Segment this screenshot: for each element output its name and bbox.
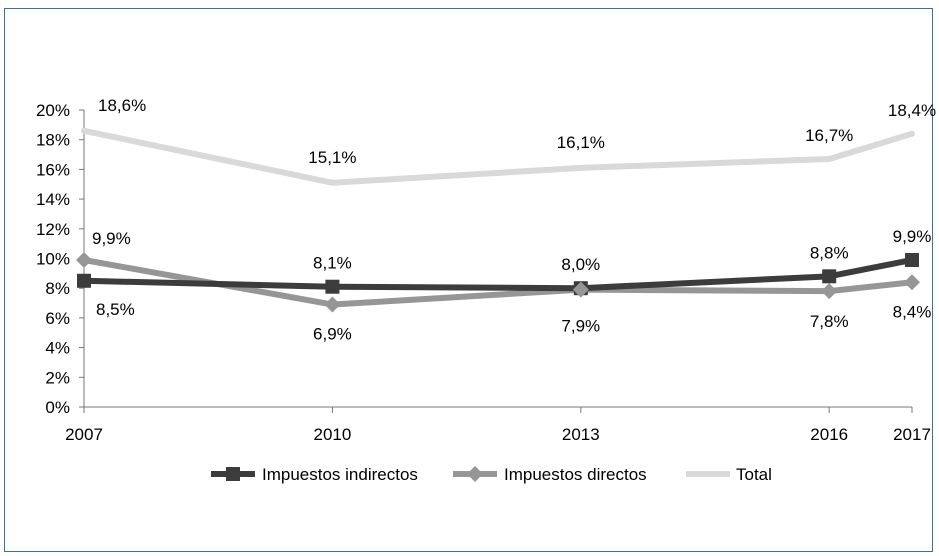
data-label: 9,9%	[893, 227, 932, 246]
marker-square	[325, 279, 340, 294]
series-line-2	[81, 127, 915, 186]
data-label: 9,9%	[92, 229, 131, 248]
y-tick-label: 10%	[36, 250, 70, 269]
x-tick-label: 2010	[313, 425, 351, 444]
series-line-0	[81, 256, 915, 292]
y-tick-label: 8%	[45, 279, 70, 298]
x-tick-label: 2017	[893, 425, 931, 444]
data-label: 16,1%	[557, 133, 605, 152]
y-tick-label: 18%	[36, 131, 70, 150]
legend-label: Impuestos directos	[504, 465, 647, 484]
data-label: 18,4%	[888, 101, 936, 120]
legend: Impuestos indirectos Impuestos directos To…	[211, 465, 772, 484]
marker-diamond	[821, 283, 838, 300]
x-tick-label: 2007	[65, 425, 103, 444]
legend-marker-diamond	[467, 466, 483, 482]
data-label: 6,9%	[313, 325, 352, 344]
data-label: 8,5%	[96, 300, 135, 319]
y-tick-label: 2%	[45, 368, 70, 387]
marker-square	[77, 273, 91, 288]
series-markers	[76, 251, 920, 313]
data-label: 16,7%	[805, 126, 853, 145]
axes: 0% 2% 4% 6% 8% 10% 12% 14% 16% 18% 20% 2007 2010 2013…	[36, 101, 931, 444]
marker-square	[905, 252, 919, 267]
y-tick-label: 16%	[36, 160, 70, 179]
y-tick-label: 6%	[45, 309, 70, 328]
marker-diamond	[76, 251, 92, 268]
legend-label: Impuestos indirectos	[262, 465, 418, 484]
y-tick-label: 14%	[36, 190, 70, 209]
data-label: 8,4%	[893, 302, 932, 321]
series-lines	[81, 127, 915, 308]
data-label: 15,1%	[308, 148, 356, 167]
y-tick-label: 12%	[36, 220, 70, 239]
marker-diamond	[324, 296, 341, 313]
marker-square	[822, 269, 837, 284]
y-tick-label: 4%	[45, 339, 70, 358]
data-label: 7,9%	[561, 317, 600, 336]
legend-label: Total	[736, 465, 772, 484]
y-tick-label: 0%	[45, 398, 70, 417]
legend-marker-square	[226, 467, 240, 481]
marker-diamond	[904, 274, 920, 291]
x-tick-label: 2013	[562, 425, 600, 444]
data-labels: 8,5% 8,1% 8,0% 8,8% 9,9% 9,9% 6,9% 7,9% 7,8% 8,4%…	[92, 96, 936, 344]
marker-diamond	[572, 281, 589, 298]
data-label: 7,8%	[810, 312, 849, 331]
x-tick-label: 2016	[810, 425, 848, 444]
data-label: 8,8%	[810, 243, 849, 262]
data-label: 18,6%	[98, 96, 146, 115]
data-label: 8,1%	[313, 254, 352, 273]
data-label: 8,0%	[561, 255, 600, 274]
y-tick-label: 20%	[36, 101, 70, 120]
